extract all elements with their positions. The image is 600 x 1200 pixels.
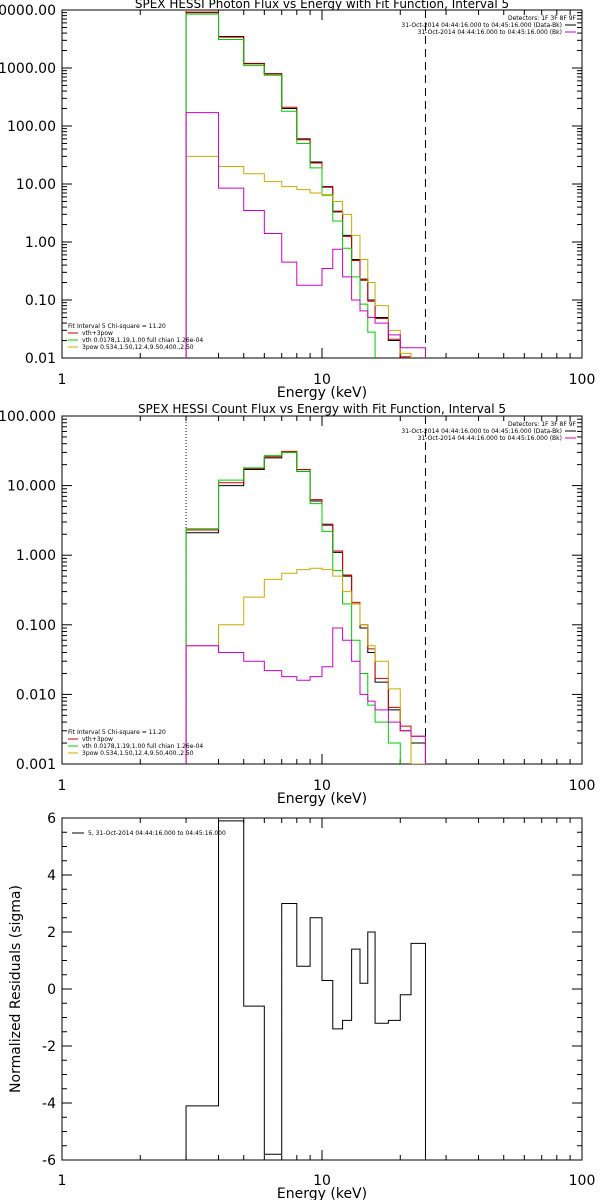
plot-frame bbox=[61, 415, 583, 765]
series-line-4 bbox=[185, 567, 426, 764]
legend-header: Detectors: 1F 3F 8F 9F bbox=[508, 15, 577, 22]
series-line-1 bbox=[185, 12, 412, 358]
y-tick-label: 0.001 bbox=[16, 757, 56, 773]
series-line-3 bbox=[185, 13, 376, 358]
fit-legend-label: 3pow 0.534,1.50,12.4,9.50,400.,2.50 bbox=[82, 750, 194, 757]
legend-entry-label: 31-Oct-2014 04:44:16.000 to 04:45:16.000… bbox=[401, 428, 562, 435]
fit-legend-header: Fit Interval 5 Chi-square = 11.20 bbox=[68, 729, 166, 736]
series-line-1 bbox=[185, 820, 426, 1160]
legend-entry-label: 31-Oct-2014 04:44:16.000 to 04:45:16.000… bbox=[418, 29, 562, 36]
x-tick-label: 1 bbox=[58, 372, 67, 388]
series-line-1 bbox=[185, 451, 426, 764]
legend-header: Detectors: 1F 3F 8F 9F bbox=[508, 421, 577, 428]
y-tick-label: 10.00 bbox=[16, 177, 56, 193]
y-tick-label: -2 bbox=[42, 1039, 56, 1055]
y-tick-label: 0.010 bbox=[16, 687, 56, 703]
chart-title: SPEX HESSI Photon Flux vs Energy with Fi… bbox=[135, 0, 509, 11]
fit-legend-label: vth+3pow bbox=[82, 330, 113, 337]
chart-panel-2: SPEX HESSI Count Flux vs Energy with Fit… bbox=[0, 402, 595, 807]
y-tick-label: 100.00 bbox=[7, 119, 56, 135]
x-axis-label: Energy (keV) bbox=[277, 385, 367, 401]
y-tick-label: 1.00 bbox=[25, 235, 56, 251]
plot-frame bbox=[61, 817, 583, 1161]
legend-entry-label: 31-Oct-2014 04:44:16.000 to 04:45:16.000… bbox=[418, 435, 562, 442]
y-axis-label: Normalized Residuals (sigma) bbox=[8, 885, 24, 1093]
y-tick-label: 2 bbox=[47, 925, 56, 941]
fit-legend-label: vth 0.0178,1.19,1.00 full chian 1.26e-04 bbox=[82, 337, 203, 344]
series-line-2 bbox=[185, 450, 426, 764]
y-tick-label: 1000.00 bbox=[0, 61, 56, 77]
series-line-2 bbox=[185, 11, 412, 358]
x-tick-label: 1 bbox=[58, 778, 67, 794]
y-tick-label: 4 bbox=[47, 868, 56, 884]
series-line-5 bbox=[185, 627, 426, 764]
y-tick-label: 10.000 bbox=[7, 479, 56, 495]
x-axis-label: Energy (keV) bbox=[277, 1186, 367, 1200]
x-tick-label: 100 bbox=[569, 372, 596, 388]
chart-panel-3: 1 10 100 Energy (keV) -6 -4 -2 0 2 4 6 Normalized R… bbox=[8, 811, 595, 1200]
y-tick-label: 100.000 bbox=[0, 409, 56, 425]
fit-legend-header: Fit Interval 5 Chi-square = 11.20 bbox=[68, 323, 166, 330]
y-tick-label: 1.000 bbox=[16, 548, 56, 564]
series-line-3 bbox=[185, 451, 401, 764]
y-tick-label: 0.100 bbox=[16, 618, 56, 634]
x-tick-label: 10 bbox=[313, 1173, 331, 1189]
y-tick-label: 0.10 bbox=[25, 293, 56, 309]
x-tick-label: 10 bbox=[313, 778, 331, 794]
x-tick-label: 10 bbox=[313, 372, 331, 388]
fit-legend-label: vth+3pow bbox=[82, 736, 113, 743]
y-tick-label: 0 bbox=[47, 982, 56, 998]
fit-legend-label: 3pow 0.534,1.50,12.4,9.50,400.,2.50 bbox=[82, 344, 194, 351]
legend-entry-label: 31-Oct-2014 04:44:16.000 to 04:45:16.000… bbox=[401, 22, 562, 29]
series-line-5 bbox=[185, 112, 426, 358]
x-tick-label: 1 bbox=[58, 1173, 67, 1189]
x-tick-label: 100 bbox=[569, 1173, 596, 1189]
x-axis-label: Energy (keV) bbox=[277, 791, 367, 807]
legend-entry-label: 5, 31-Oct-2014 04:44:16.000 to 04:45:16.… bbox=[88, 830, 226, 837]
chart-panel-1: SPEX HESSI Photon Flux vs Energy with Fi… bbox=[0, 0, 595, 401]
fit-legend-label: vth 0.0178,1.19,1.00 full chian 1.26e-04 bbox=[82, 743, 203, 750]
y-tick-label: 0.01 bbox=[25, 351, 56, 367]
y-tick-label: -6 bbox=[42, 1153, 56, 1169]
y-tick-label: 10000.00 bbox=[0, 3, 56, 19]
chart-title: SPEX HESSI Count Flux vs Energy with Fit… bbox=[138, 402, 506, 416]
series-line-4 bbox=[185, 155, 412, 358]
y-tick-label: 6 bbox=[47, 811, 56, 827]
x-tick-label: 100 bbox=[569, 778, 596, 794]
y-tick-label: -4 bbox=[42, 1096, 56, 1112]
